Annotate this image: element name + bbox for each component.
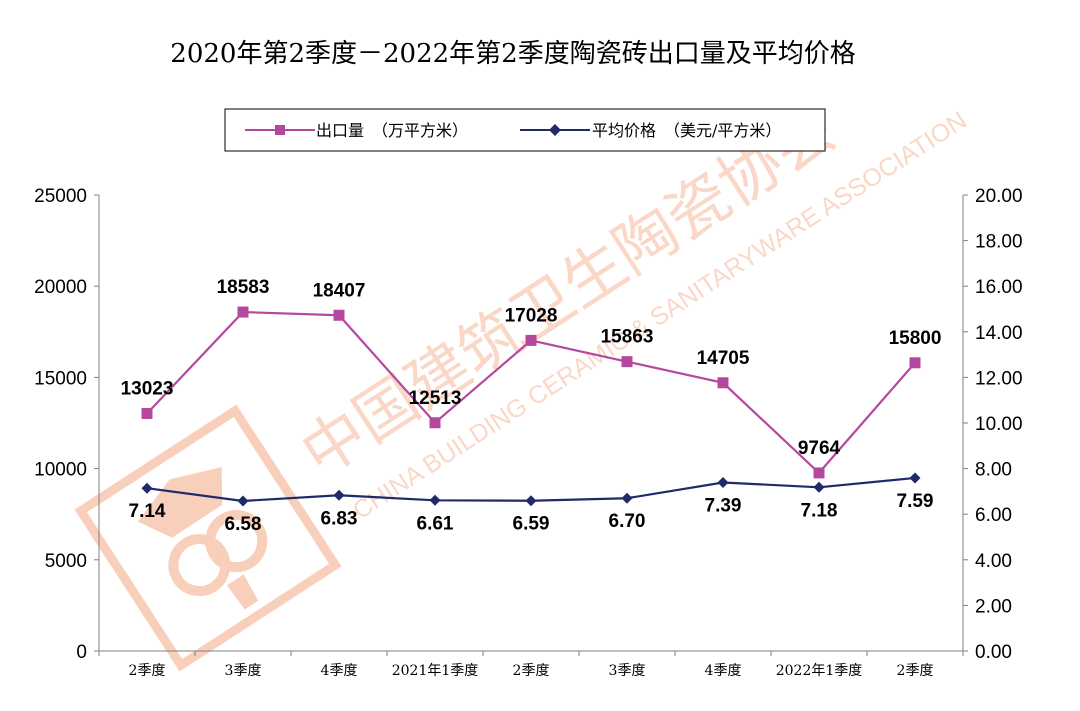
volume-data-label: 17028 (505, 305, 558, 326)
volume-data-label: 9764 (798, 438, 841, 459)
data-labels: 13023 18583 18407 12513 17028 15863 14705 9764 1… (121, 277, 942, 535)
price-data-label: 7.18 (801, 500, 838, 521)
price-data-label: 7.14 (129, 501, 166, 522)
x-tick-label: 3季度 (609, 663, 646, 679)
left-axis-ticks: 0 5000 10000 15000 20000 25000 (34, 186, 99, 663)
volume-point (525, 334, 537, 346)
watermark: 中国建筑卫生陶瓷协会 CHINA BUILDING CERAMIC & SANI… (74, 92, 972, 672)
left-tick-label: 10000 (34, 460, 87, 481)
volume-point (237, 306, 249, 318)
price-point (621, 492, 633, 504)
right-tick-label: 18.00 (975, 232, 1023, 253)
series-volume (141, 306, 921, 479)
right-tick-label: 0.00 (975, 642, 1012, 663)
price-point (237, 495, 249, 507)
volume-point (333, 309, 345, 321)
left-tick-label: 20000 (34, 277, 87, 298)
volume-data-label: 15800 (889, 328, 942, 349)
legend-item-price: 平均价格 （美元/平方米） (520, 121, 781, 140)
right-tick-label: 10.00 (975, 414, 1023, 435)
left-tick-label: 5000 (45, 551, 87, 572)
right-tick-label: 20.00 (975, 186, 1023, 207)
chart-title: 2020年第2季度－2022年第2季度陶瓷砖出口量及平均价格 (170, 39, 855, 69)
axes (98, 195, 964, 652)
price-data-label: 7.59 (897, 491, 934, 512)
series-price (141, 472, 921, 507)
left-tick-label: 25000 (34, 186, 87, 207)
legend-marker-price (549, 124, 561, 136)
price-point (525, 495, 537, 507)
price-point (141, 482, 153, 494)
volume-data-label: 18407 (313, 280, 366, 301)
legend-label-volume: 出口量 （万平方米） (316, 121, 468, 140)
price-data-label: 6.58 (225, 514, 262, 535)
x-tick-label: 4季度 (321, 663, 358, 679)
right-tick-label: 8.00 (975, 460, 1012, 481)
x-tick-label: 2季度 (129, 663, 166, 679)
right-tick-label: 2.00 (975, 596, 1012, 617)
price-data-label: 6.70 (609, 511, 646, 532)
right-axis-ticks: 0.00 2.00 4.00 6.00 8.00 10.00 12.00 14.00 16.00… (963, 186, 1023, 663)
right-tick-label: 4.00 (975, 551, 1012, 572)
volume-data-label: 12513 (409, 388, 462, 409)
right-tick-label: 12.00 (975, 368, 1023, 389)
legend-marker-volume (275, 125, 285, 135)
volume-data-label: 15863 (601, 327, 654, 348)
right-tick-label: 14.00 (975, 323, 1023, 344)
category-axis-labels: 2季度 3季度 4季度 2021年1季度 2季度 3季度 4季度 2022年1季度 2季度 (98, 651, 964, 679)
volume-point (813, 467, 825, 479)
left-tick-label: 0 (76, 642, 87, 663)
volume-point (621, 356, 633, 368)
price-point (909, 472, 921, 484)
price-data-label: 6.61 (417, 513, 454, 534)
legend: 出口量 （万平方米） 平均价格 （美元/平方米） (224, 108, 826, 152)
price-point (813, 481, 825, 493)
price-data-label: 6.59 (513, 514, 550, 535)
volume-point (141, 407, 153, 419)
right-tick-label: 6.00 (975, 505, 1012, 526)
x-tick-label: 2季度 (897, 663, 934, 679)
volume-data-label: 13023 (121, 378, 174, 399)
watermark-cn-text: 中国建筑卫生陶瓷协会 (288, 92, 848, 491)
x-tick-label: 2022年1季度 (776, 663, 863, 679)
x-tick-label: 3季度 (225, 663, 262, 679)
volume-point (909, 357, 921, 369)
right-tick-label: 16.00 (975, 277, 1023, 298)
price-point (429, 494, 441, 506)
watermark-en-text: CHINA BUILDING CERAMIC & SANITARYWARE AS… (348, 106, 972, 525)
volume-point (717, 377, 729, 389)
volume-data-label: 14705 (697, 348, 750, 369)
left-tick-label: 15000 (34, 368, 87, 389)
watermark-logo (74, 404, 342, 672)
x-tick-label: 2021年1季度 (392, 663, 479, 679)
price-point (333, 489, 345, 501)
legend-label-price: 平均价格 （美元/平方米） (592, 121, 781, 140)
volume-point (429, 417, 441, 429)
x-tick-label: 4季度 (705, 663, 742, 679)
price-point (717, 477, 729, 489)
legend-item-volume: 出口量 （万平方米） (245, 121, 468, 140)
price-data-label: 6.83 (321, 508, 358, 529)
x-tick-label: 2季度 (513, 663, 550, 679)
price-data-label: 7.39 (705, 496, 742, 517)
volume-data-label: 18583 (217, 277, 270, 298)
